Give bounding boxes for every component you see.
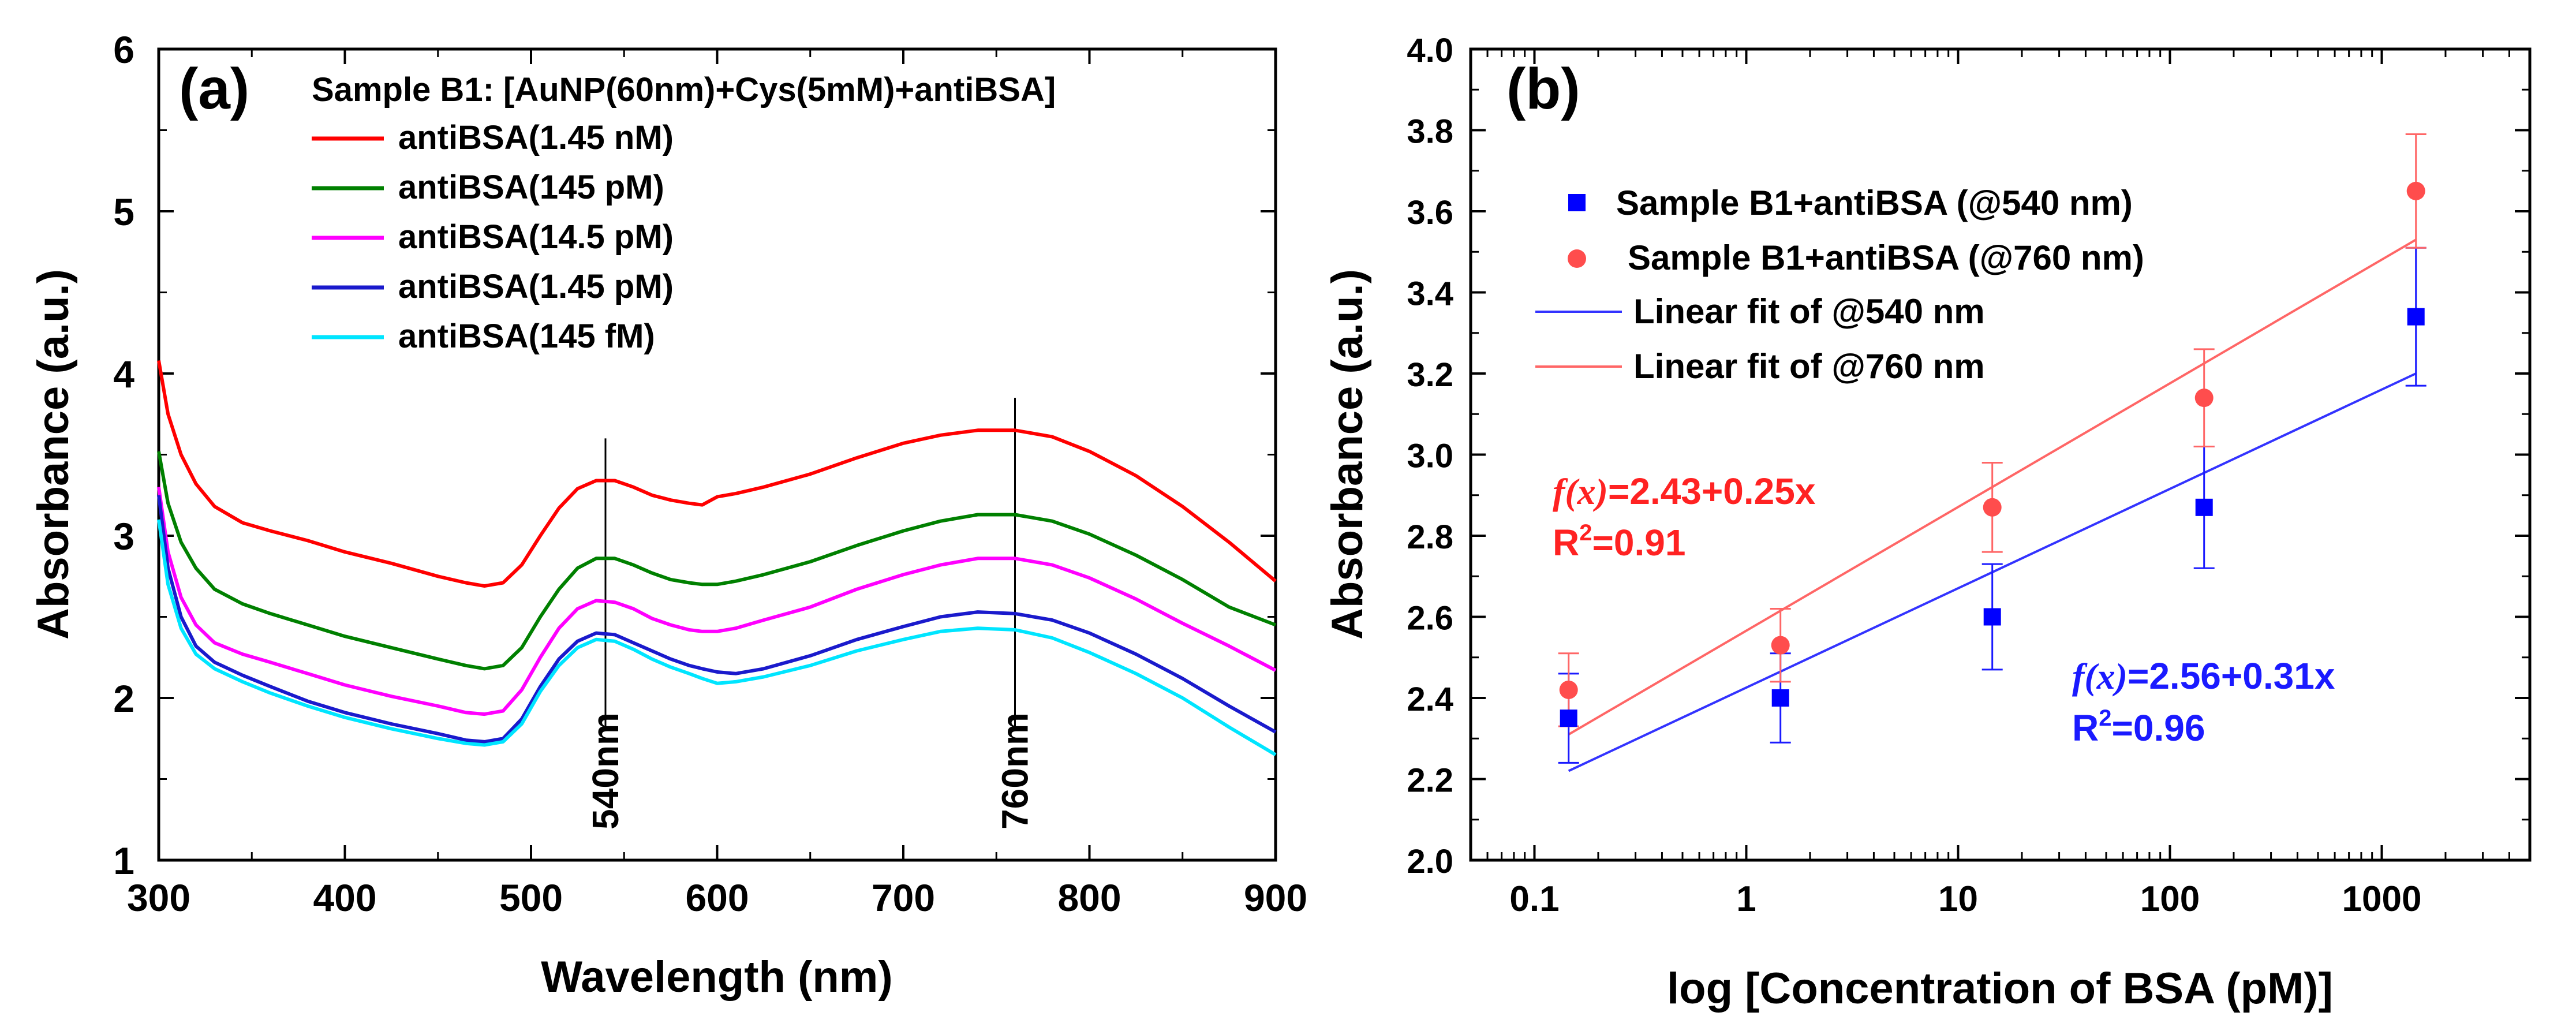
panel-b-y-tick-label: 3.4 [1407, 275, 1453, 313]
fit-760-equation: =2.43+0.25x [1608, 470, 1816, 512]
svg-text:R2=0.91: R2=0.91 [1553, 520, 1685, 563]
panel-b-x-tick-label: 1000 [2342, 879, 2422, 919]
panel-b-x-tick-label: 1 [1736, 879, 1756, 919]
panel-a-y-tick-label: 4 [113, 353, 134, 395]
panel-b-legend: Sample B1+antiBSA (@540 nm) Sample B1+ant… [1535, 184, 2144, 386]
panel-a-y-tick-label: 5 [113, 191, 134, 233]
legend-label-3: antiBSA(1.45 pM) [398, 268, 674, 305]
legend-label-2: antiBSA(14.5 pM) [398, 218, 674, 256]
series-line-2 [157, 487, 1277, 716]
panel-b-label: (b) [1506, 57, 1580, 121]
panel-a-title: Sample B1: [AuNP(60nm)+Cys(5mM)+antiBSA] [312, 71, 1056, 109]
panel-a-label: (a) [179, 57, 249, 121]
legend-label-760: Sample B1+antiBSA (@760 nm) [1628, 238, 2144, 277]
panel-b-y-tick-label: 2.8 [1407, 518, 1453, 556]
series-line-4 [157, 519, 1277, 756]
series-line-3 [157, 495, 1277, 744]
data-point-540 [2195, 498, 2213, 516]
svg-text:R2=0.96: R2=0.96 [2072, 705, 2205, 749]
data-point-760 [1771, 636, 1790, 655]
fit-540-r2-superscript: 2 [2099, 705, 2111, 731]
fit-540-fx: f(x) [2072, 656, 2128, 697]
annotation-label-540nm: 540nm [585, 712, 626, 830]
panel-b-y-tick-label: 2.2 [1407, 762, 1453, 800]
fit-760-r2-value: =0.91 [1592, 522, 1685, 563]
fit-540-r2-value: =0.96 [2111, 707, 2205, 749]
panel-b-x-tick-label: 100 [2140, 879, 2200, 919]
data-point-760 [1983, 498, 2002, 517]
panel-a-x-tick-label: 400 [313, 876, 376, 919]
panel-a-y-tick-label: 6 [113, 28, 134, 71]
panel-a-legend: antiBSA(1.45 nM) antiBSA(145 pM) antiBSA(1… [312, 119, 674, 355]
panel-b-y-tick-label: 3.2 [1407, 356, 1453, 394]
legend-marker-540 [1568, 194, 1586, 211]
fit-760-r2-prefix: R [1553, 522, 1579, 563]
panel-b-x-tick-label: 10 [1938, 879, 1978, 919]
panel-b-y-axis-label: Absorbance (a.u.) [1323, 269, 1372, 640]
panel-a-ticks: 300 400 500 600 700 800 900 1 2 3 4 5 6 [113, 28, 1307, 919]
data-point-760 [2194, 389, 2214, 408]
legend-fit-label-1: Linear fit of @760 nm [1633, 347, 1985, 386]
panel-b-x-tick-label: 0.1 [1509, 879, 1559, 919]
panel-b-data-points [1558, 133, 2427, 764]
panel-a-x-axis-label: Wavelength (nm) [541, 953, 892, 1002]
fit-540-r2-prefix: R [2072, 707, 2099, 749]
data-point-540 [1771, 689, 1789, 707]
panel-b: 0.1 1 10 100 1000 2.0 2.2 2.4 2.6 2.8 3.0 3.2 3.4 3.6… [1323, 32, 2532, 1013]
legend-fit-label-0: Linear fit of @540 nm [1633, 292, 1985, 331]
panel-a-x-tick-label: 500 [499, 876, 563, 919]
legend-label-0: antiBSA(1.45 nM) [398, 119, 674, 156]
fit-760-r2-superscript: 2 [1579, 520, 1592, 546]
panel-b-y-tick-label: 2.6 [1407, 600, 1453, 637]
panel-b-x-axis-label: log [Concentration of BSA (pM)] [1667, 964, 2333, 1013]
legend-label-1: antiBSA(145 pM) [398, 169, 664, 206]
data-point-540 [1983, 608, 2001, 626]
panel-a-plot-frame [157, 47, 1277, 862]
panel-b-y-tick-label: 4.0 [1407, 32, 1453, 69]
panel-a-y-axis-label: Absorbance (a.u.) [29, 269, 78, 640]
panel-a-series [157, 360, 1277, 756]
data-point-760 [2406, 181, 2425, 200]
fit-label-540: f(x)=2.56+0.31x R2=0.96 [2072, 655, 2335, 749]
panel-a-x-tick-label: 700 [872, 876, 935, 919]
panel-a-x-tick-label: 600 [685, 876, 749, 919]
panel-a-x-tick-label: 800 [1057, 876, 1121, 919]
fit-760-fx: f(x) [1553, 471, 1608, 512]
panel-b-y-tick-label: 3.6 [1407, 194, 1453, 231]
legend-label-4: antiBSA(145 fM) [398, 318, 655, 355]
panel-a-y-tick-label: 1 [113, 839, 134, 882]
legend-label-540: Sample B1+antiBSA (@540 nm) [1616, 184, 2133, 222]
fit-label-760: f(x)=2.43+0.25x R2=0.91 [1553, 470, 1816, 563]
panel-b-ticks: 0.1 1 10 100 1000 2.0 2.2 2.4 2.6 2.8 3.0 3.2 3.4 3.6… [1407, 32, 2530, 919]
panel-b-y-tick-label: 3.8 [1407, 113, 1453, 151]
panel-a-y-tick-label: 2 [113, 677, 134, 720]
panel-a: 300 400 500 600 700 800 900 1 2 3 4 5 6 540nm 760nm (… [29, 28, 1307, 1002]
data-point-760 [1559, 680, 1578, 699]
annotation-label-760nm: 760nm [994, 712, 1036, 830]
panel-a-annotations: 540nm 760nm [585, 398, 1036, 830]
panel-b-y-tick-label: 2.4 [1407, 681, 1453, 718]
panel-a-y-tick-label: 3 [113, 515, 134, 558]
fit-540-equation: =2.56+0.31x [2128, 655, 2335, 697]
panel-a-x-tick-label: 300 [127, 876, 190, 919]
legend-marker-760 [1568, 249, 1586, 268]
series-line-1 [157, 451, 1277, 671]
series-line-0 [157, 360, 1277, 588]
panel-b-y-tick-label: 3.0 [1407, 438, 1453, 475]
panel-b-plot-frame [1469, 47, 2532, 862]
svg-text:f(x)=2.43+0.25x: f(x)=2.43+0.25x [1553, 470, 1816, 512]
data-point-540 [2407, 308, 2425, 326]
panel-a-x-tick-label: 900 [1244, 876, 1307, 919]
data-point-540 [1560, 709, 1577, 727]
panel-b-y-tick-label: 2.0 [1407, 843, 1453, 880]
svg-text:f(x)=2.56+0.31x: f(x)=2.56+0.31x [2072, 655, 2335, 697]
